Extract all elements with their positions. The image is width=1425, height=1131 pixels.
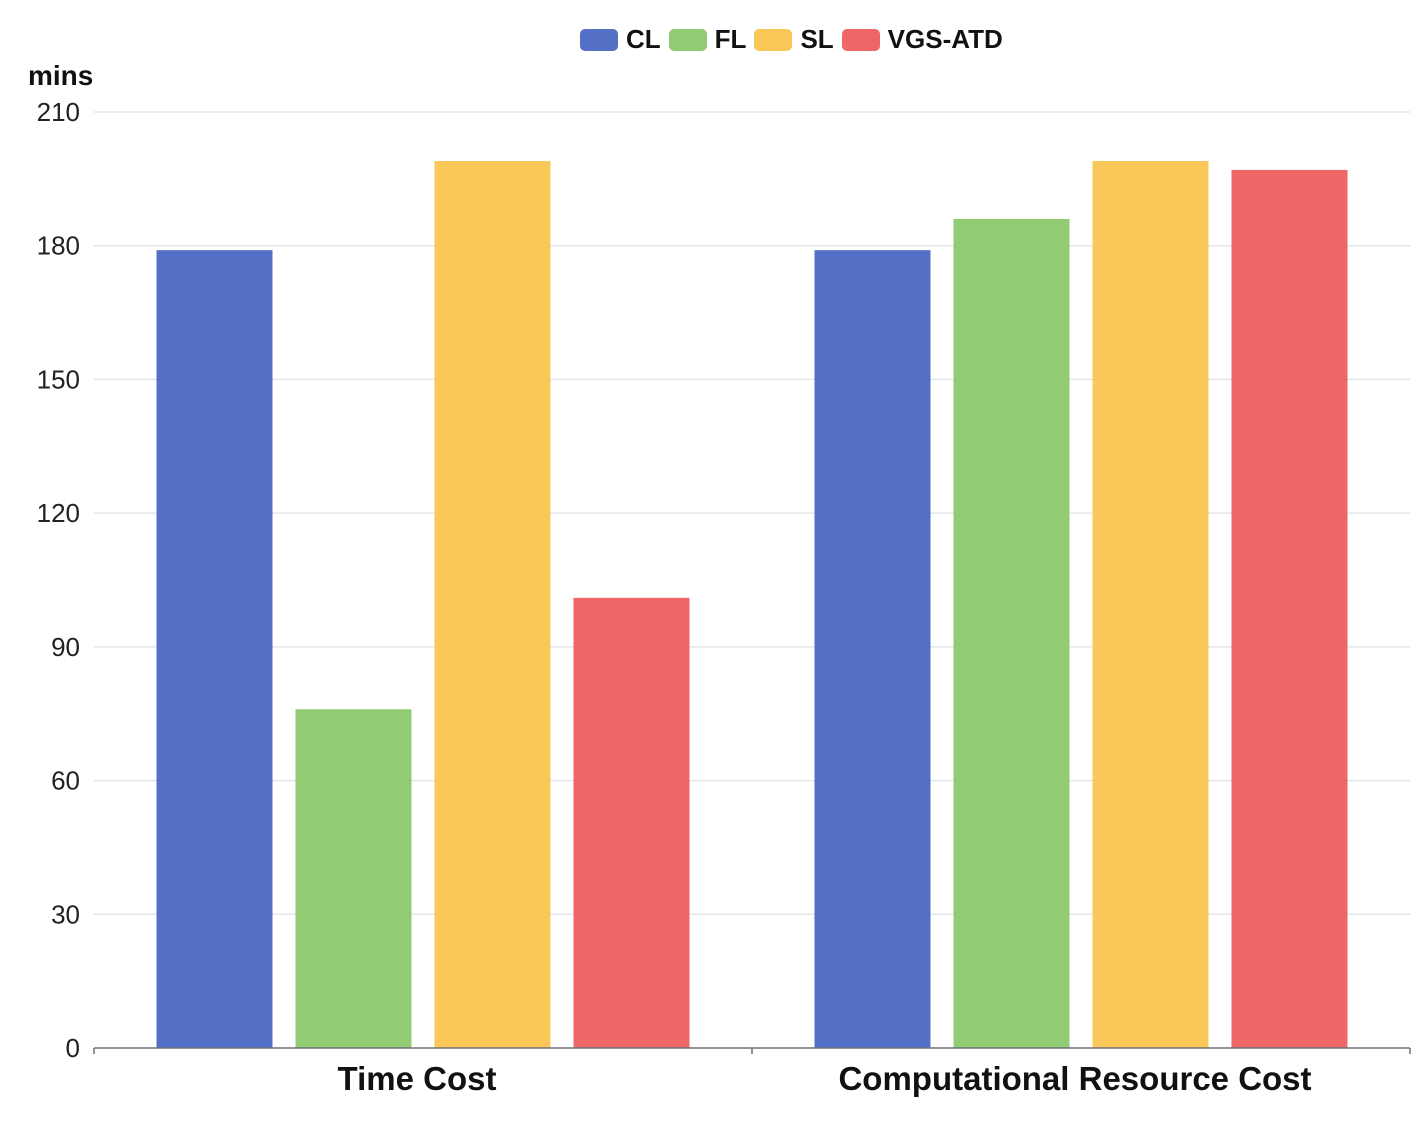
legend-item-sl[interactable]: SL (754, 24, 834, 55)
y-tick-label: 0 (66, 1033, 80, 1063)
legend-label-vgs-atd: VGS-ATD (887, 24, 1003, 54)
bar-sl-computational-resource-cost (1092, 161, 1209, 1048)
legend: CL FL SL VGS-ATD (580, 24, 1011, 55)
x-category-label: Computational Resource Cost (838, 1060, 1311, 1097)
y-tick-label: 120 (37, 498, 80, 528)
bar-fl-time-cost (295, 709, 412, 1048)
legend-item-cl[interactable]: CL (580, 24, 661, 55)
bar-vgs-atd-computational-resource-cost (1231, 169, 1348, 1048)
y-tick-label: 210 (37, 97, 80, 127)
bar-fl-computational-resource-cost (953, 218, 1070, 1048)
bar-sl-time-cost (434, 161, 551, 1048)
legend-item-fl[interactable]: FL (668, 24, 747, 55)
legend-label-cl: CL (626, 24, 661, 54)
y-tick-label: 90 (51, 632, 80, 662)
bar-cl-computational-resource-cost (814, 250, 931, 1048)
legend-swatch-vgs-atd (841, 28, 880, 51)
legend-swatch-fl (668, 28, 707, 51)
y-tick-label: 180 (37, 231, 80, 261)
y-tick-label: 150 (37, 364, 80, 394)
y-tick-label: 60 (51, 766, 80, 796)
legend-swatch-sl (754, 28, 793, 51)
bar-vgs-atd-time-cost (573, 597, 690, 1048)
bar-cl-time-cost (156, 250, 273, 1048)
x-category-label: Time Cost (338, 1060, 497, 1097)
legend-swatch-cl (580, 28, 618, 51)
legend-label-fl: FL (714, 24, 747, 54)
legend-item-vgs-atd[interactable]: VGS-ATD (841, 24, 1003, 55)
y-axis-label: mins (28, 60, 94, 91)
legend-label-sl: SL (800, 24, 834, 54)
y-tick-label: 30 (51, 899, 80, 929)
